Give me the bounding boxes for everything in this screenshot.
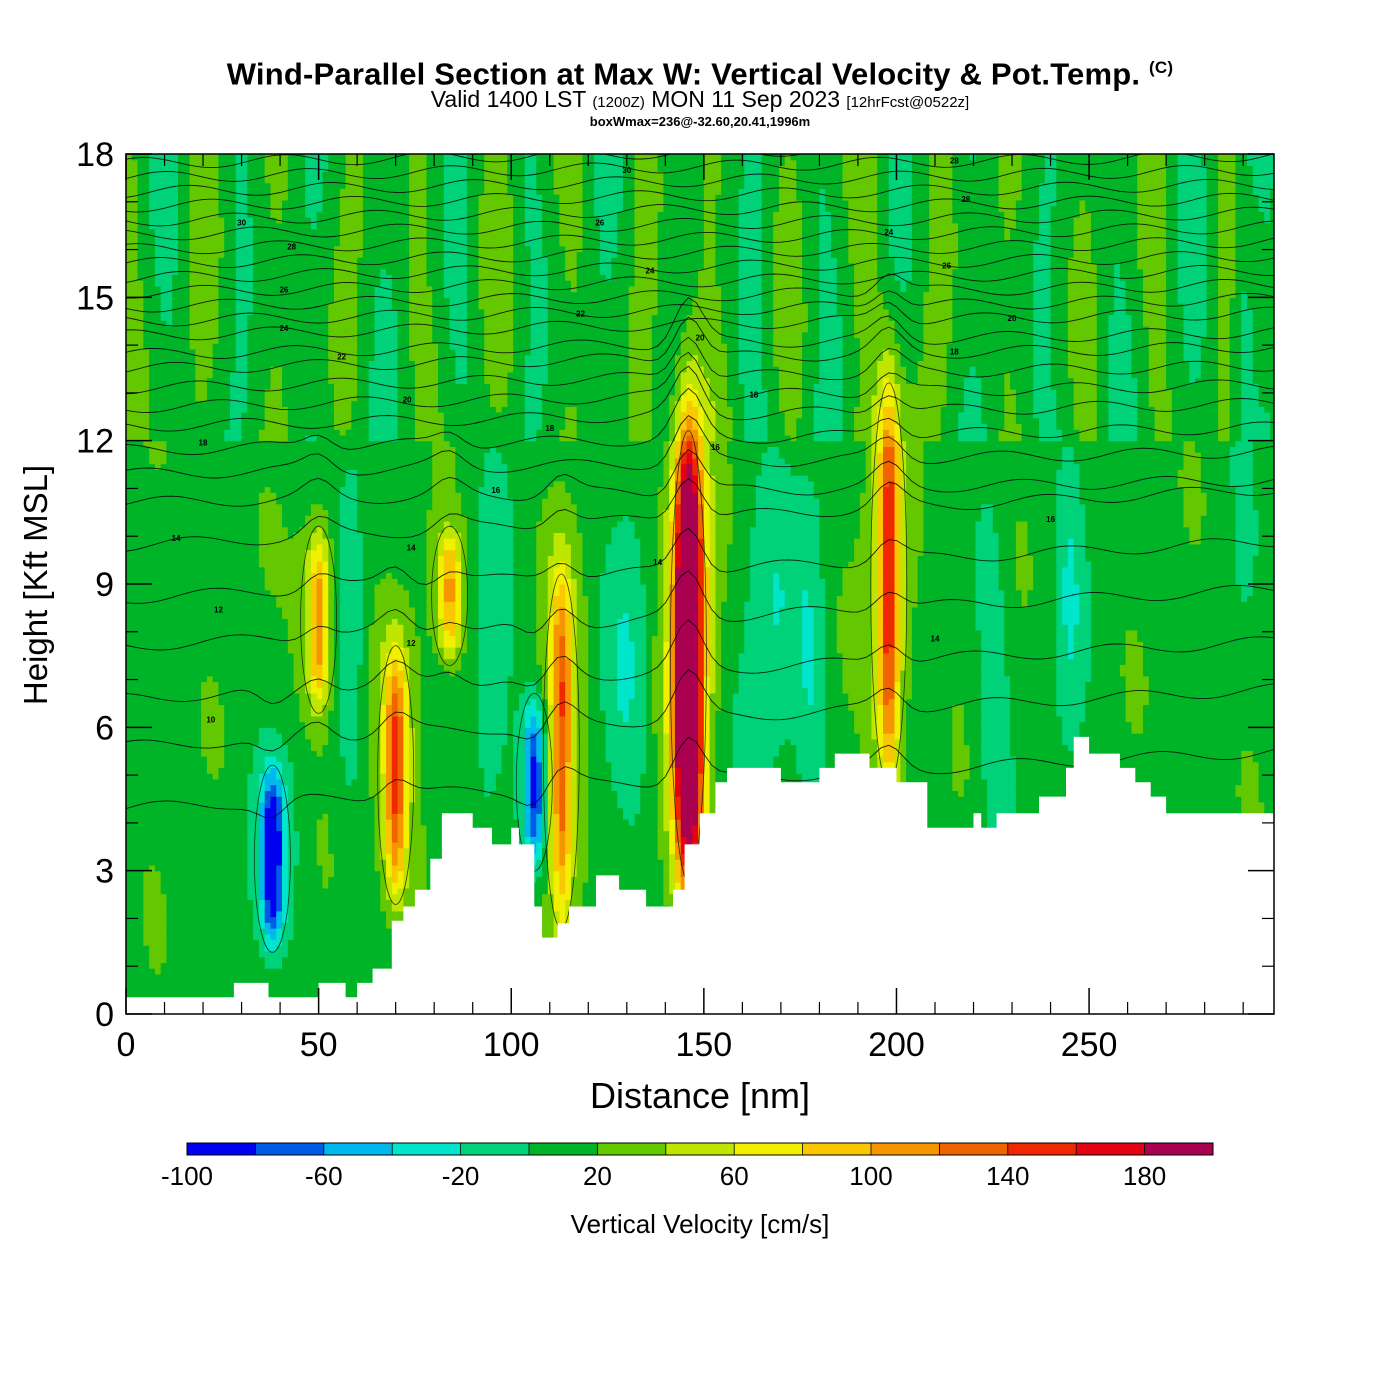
- y-tick-label: 15: [76, 279, 114, 317]
- colorbar-tick-label: 20: [583, 1161, 612, 1191]
- x-tick-label: 200: [868, 1026, 925, 1064]
- y-tick-label: 0: [95, 996, 114, 1034]
- pot-temp-label: 22: [337, 352, 346, 361]
- colorbar-swatch: [734, 1143, 803, 1155]
- pot-temp-label: 14: [172, 534, 181, 543]
- colorbar-swatch: [324, 1143, 393, 1155]
- colorbar-swatch: [255, 1143, 324, 1155]
- pot-temp-label: 24: [645, 266, 654, 275]
- pot-temp-label: 18: [950, 348, 959, 357]
- colorbar-swatch: [1008, 1143, 1077, 1155]
- pot-temp-label: 18: [749, 391, 758, 400]
- pot-temp-label: 14: [653, 558, 662, 567]
- colorbar-swatch: [1076, 1143, 1145, 1155]
- colorbar-label: Vertical Velocity [cm/s]: [571, 1209, 830, 1239]
- pot-temp-label: 16: [491, 486, 500, 495]
- pot-temp-label: 30: [237, 219, 246, 228]
- pot-temp-label: 16: [711, 443, 720, 452]
- pot-temp-label: 16: [1046, 515, 1055, 524]
- y-tick-label: 3: [95, 853, 114, 891]
- colorbar-swatch: [871, 1143, 940, 1155]
- y-tick-label: 18: [76, 136, 114, 174]
- x-tick-label: 50: [300, 1026, 338, 1064]
- colorbar-swatch: [666, 1143, 735, 1155]
- x-tick-label: 100: [483, 1026, 540, 1064]
- y-tick-label: 9: [95, 566, 114, 604]
- colorbar-swatch: [187, 1143, 256, 1155]
- pot-temp-label: 14: [407, 544, 416, 553]
- x-tick-label: 0: [117, 1026, 136, 1064]
- colorbar-tick-label: 180: [1123, 1161, 1166, 1191]
- pot-temp-label: 28: [961, 195, 970, 204]
- colorbar-tick-label: -100: [161, 1161, 213, 1191]
- pot-temp-label: 12: [214, 606, 223, 615]
- y-axis-label: Height [Kft MSL]: [17, 465, 54, 705]
- y-tick-label: 12: [76, 423, 114, 461]
- pot-temp-label: 26: [942, 262, 951, 271]
- pot-temp-label: 20: [1008, 314, 1017, 323]
- y-tick-label: 6: [95, 709, 114, 747]
- colorbar-swatch: [939, 1143, 1008, 1155]
- colorbar-tick-label: 140: [986, 1161, 1029, 1191]
- colorbar-tick-label: -60: [305, 1161, 343, 1191]
- pot-temp-label: 20: [403, 395, 412, 404]
- colorbar-tick-label: 60: [720, 1161, 749, 1191]
- pot-temp-label: 26: [279, 286, 288, 295]
- pot-temp-label: 30: [622, 166, 631, 175]
- colorbar-swatch: [529, 1143, 598, 1155]
- pot-temp-label: 24: [279, 324, 288, 333]
- pot-temp-label: 28: [287, 243, 296, 252]
- x-axis-label: Distance [nm]: [590, 1075, 810, 1116]
- pot-temp-label: 24: [884, 228, 893, 237]
- x-tick-label: 150: [675, 1026, 732, 1064]
- colorbar: -100 -60 -20 20 60 100 140 180: [161, 1143, 1214, 1191]
- pot-temp-label: 18: [545, 424, 554, 433]
- colorbar-tick-label: 100: [849, 1161, 892, 1191]
- pot-temp-label: 12: [407, 639, 416, 648]
- colorbar-swatch: [461, 1143, 530, 1155]
- pot-temp-label: 14: [931, 634, 940, 643]
- colorbar-swatch: [597, 1143, 666, 1155]
- pot-temp-label: 28: [950, 157, 959, 166]
- pot-temp-label: 18: [199, 438, 208, 447]
- pot-temp-label: 20: [696, 333, 705, 342]
- pot-temp-label: 22: [576, 309, 585, 318]
- colorbar-tick-label: -20: [442, 1161, 480, 1191]
- pot-temp-label: 10: [206, 716, 215, 725]
- x-tick-label: 250: [1061, 1026, 1118, 1064]
- colorbar-swatch: [392, 1143, 461, 1155]
- colorbar-swatch: [1145, 1143, 1214, 1155]
- colorbar-swatch: [803, 1143, 872, 1155]
- pot-temp-label: 26: [595, 219, 604, 228]
